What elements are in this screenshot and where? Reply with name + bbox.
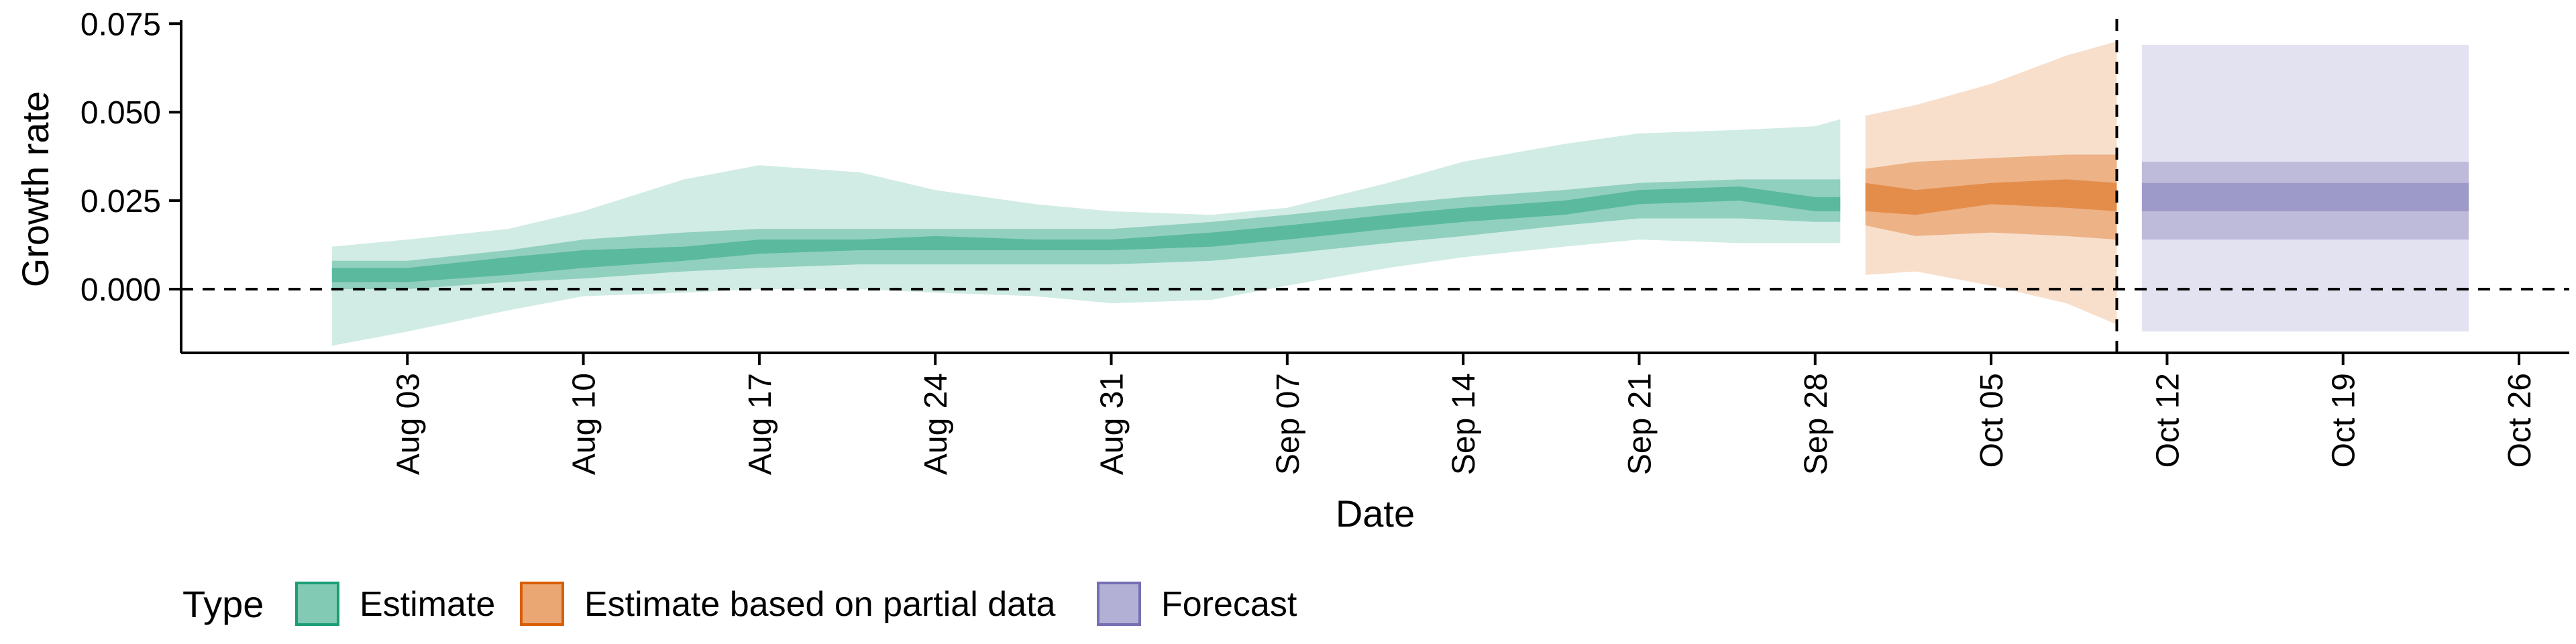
x-tick-label: Aug 10 — [567, 373, 602, 475]
estimate-band-50 — [331, 179, 1841, 289]
y-tick-label: 0.000 — [80, 272, 161, 308]
y-tick-label: 0.025 — [80, 184, 161, 219]
y-axis-title: Growth rate — [14, 91, 56, 288]
estimate-based-on-partial-data-band-50 — [1865, 154, 2117, 240]
x-tick-label: Sep 21 — [1623, 373, 1658, 475]
x-tick-label: Oct 26 — [2502, 373, 2538, 468]
y-tick-label: 0.075 — [80, 7, 161, 42]
legend: Type Estimate Estimate based on partial da… — [182, 582, 1297, 626]
x-tick-label: Sep 28 — [1799, 373, 1834, 475]
forecast-band-20 — [2141, 182, 2469, 211]
legend-key-forecast — [1097, 582, 1141, 626]
ribbons-layer — [331, 41, 2469, 346]
x-tick-label: Aug 17 — [743, 373, 778, 475]
estimate-based-on-partial-data-band-20 — [1865, 179, 2117, 215]
axes-layer — [169, 20, 2569, 365]
x-tick-label: Aug 03 — [390, 373, 426, 475]
x-tick-label: Oct 19 — [2326, 373, 2362, 468]
x-tick-label: Sep 14 — [1446, 373, 1482, 475]
estimate-based-on-partial-data-band-90 — [1865, 41, 2117, 325]
estimate-band-90 — [331, 119, 1841, 346]
x-tick-label: Aug 31 — [1095, 373, 1130, 475]
legend-key-estimate — [295, 582, 339, 626]
x-tick-label: Oct 12 — [2150, 373, 2186, 468]
legend-title: Type — [182, 583, 264, 625]
forecast-band-50 — [2141, 162, 2469, 240]
legend-label-estimate-based-on-partial-data: Estimate based on partial data — [584, 585, 1056, 624]
x-tick-label: Sep 07 — [1271, 373, 1306, 475]
reference-lines — [181, 19, 2569, 353]
forecast-band-90 — [2141, 44, 2469, 332]
tick-labels-layer: 0.000 0.025 0.050 0.075 Aug 03 Aug 10 Aug 17 Au… — [80, 7, 2538, 475]
legend-key-estimate-based-on-partial-data — [520, 582, 564, 626]
legend-label-estimate: Estimate — [360, 585, 495, 624]
y-tick-label: 0.050 — [80, 95, 161, 131]
legend-label-forecast: Forecast — [1161, 585, 1297, 624]
x-axis-title: Date — [1336, 492, 1415, 535]
estimate-band-20 — [331, 186, 1841, 282]
x-tick-label: Aug 24 — [918, 373, 954, 475]
x-tick-label: Oct 05 — [1974, 373, 2010, 468]
